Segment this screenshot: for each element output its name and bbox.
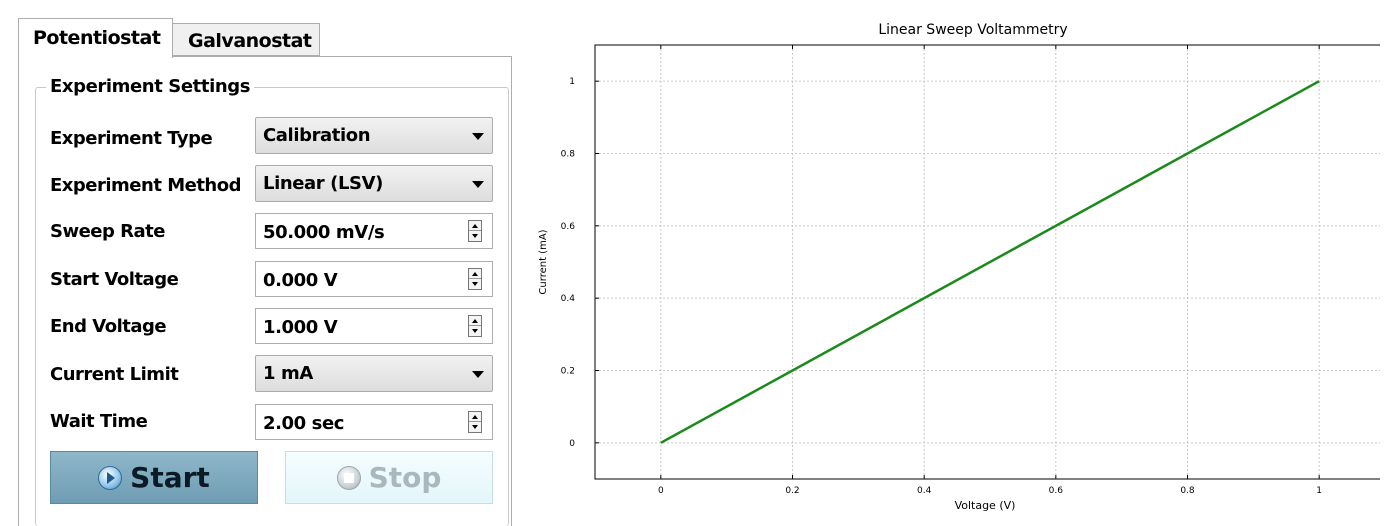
spin-arrows-icon[interactable] <box>468 268 482 290</box>
wait-time-spinbox[interactable]: 2.00 sec <box>255 404 493 440</box>
grid <box>595 45 1380 479</box>
x-tick-label: 0 <box>658 486 664 496</box>
chevron-down-icon <box>472 371 484 378</box>
spin-arrows-icon[interactable] <box>468 220 482 242</box>
y-tick-label: 1 <box>569 77 575 87</box>
y-tick-label: 0 <box>569 439 575 449</box>
y-tick-label: 0.8 <box>561 150 576 160</box>
y-tick-label: 0.4 <box>561 294 576 304</box>
sweep-rate-spinbox[interactable]: 50.000 mV/s <box>255 213 493 249</box>
lsv-chart: Linear Sweep Voltammetry 0 0.2 0.4 0.6 0.8 10… <box>538 22 1380 512</box>
y-tick-label: 0.2 <box>561 367 575 377</box>
experiment-type-label: Experiment Type <box>50 128 213 149</box>
play-icon <box>98 465 123 490</box>
current-limit-select[interactable]: 1 mA <box>255 355 493 392</box>
tab-potentiostat[interactable]: Potentiostat <box>18 18 173 58</box>
end-voltage-value[interactable]: 1.000 V <box>263 317 338 338</box>
start-voltage-spinbox[interactable]: 0.000 V <box>255 261 493 297</box>
chevron-down-icon <box>472 133 484 140</box>
chart-title: Linear Sweep Voltammetry <box>878 22 1067 38</box>
stop-button[interactable]: Stop <box>285 451 493 504</box>
end-voltage-spinbox[interactable]: 1.000 V <box>255 308 493 344</box>
sweep-rate-value[interactable]: 50.000 mV/s <box>263 222 385 243</box>
wait-time-label: Wait Time <box>50 411 148 432</box>
current-limit-label: Current Limit <box>50 364 179 385</box>
start-voltage-label: Start Voltage <box>50 269 179 290</box>
experiment-type-select[interactable]: Calibration <box>255 117 493 154</box>
series-line <box>660 80 1320 444</box>
x-tick-label: 0.6 <box>1049 486 1064 496</box>
tab-galvanostat[interactable]: Galvanostat <box>172 23 320 56</box>
start-voltage-value[interactable]: 0.000 V <box>263 270 338 291</box>
chevron-down-icon <box>472 181 484 188</box>
start-button-label: Start <box>130 461 210 494</box>
sweep-rate-label: Sweep Rate <box>50 221 165 242</box>
experiment-settings-group <box>35 87 509 526</box>
ticks: 0 0.2 0.4 0.6 0.8 1 0 0.2 0.4 0.6 0.8 1 <box>561 45 1322 496</box>
experiment-method-label: Experiment Method <box>50 175 242 196</box>
x-tick-label: 0.4 <box>917 486 932 496</box>
series <box>660 80 1320 444</box>
y-tick-label: 0.6 <box>561 222 576 232</box>
x-tick-label: 0.2 <box>785 486 799 496</box>
stop-button-label: Stop <box>368 461 442 494</box>
x-axis-label: Voltage (V) <box>955 499 1016 512</box>
spin-arrows-icon[interactable] <box>468 315 482 337</box>
start-button[interactable]: Start <box>50 451 258 504</box>
y-axis-label: Current (mA) <box>538 229 549 294</box>
x-tick-label: 0.8 <box>1180 486 1195 496</box>
wait-time-value[interactable]: 2.00 sec <box>263 413 345 434</box>
x-tick-label: 1 <box>1316 486 1322 496</box>
experiment-type-value: Calibration <box>263 125 371 146</box>
spin-arrows-icon[interactable] <box>468 411 482 433</box>
experiment-method-select[interactable]: Linear (LSV) <box>255 165 493 202</box>
group-title: Experiment Settings <box>46 76 255 97</box>
stop-icon <box>336 465 361 490</box>
experiment-method-value: Linear (LSV) <box>263 173 383 194</box>
current-limit-value: 1 mA <box>263 363 313 384</box>
end-voltage-label: End Voltage <box>50 316 167 337</box>
